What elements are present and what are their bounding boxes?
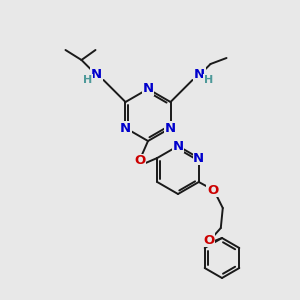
Text: N: N	[172, 140, 184, 152]
Text: N: N	[194, 68, 205, 80]
Text: O: O	[203, 233, 214, 247]
Text: H: H	[204, 75, 213, 85]
Text: N: N	[120, 122, 131, 134]
Text: N: N	[142, 82, 154, 95]
Text: N: N	[91, 68, 102, 80]
Text: O: O	[134, 154, 146, 167]
Text: O: O	[207, 184, 218, 196]
Text: H: H	[83, 75, 92, 85]
Text: N: N	[193, 152, 204, 164]
Text: N: N	[165, 122, 176, 134]
